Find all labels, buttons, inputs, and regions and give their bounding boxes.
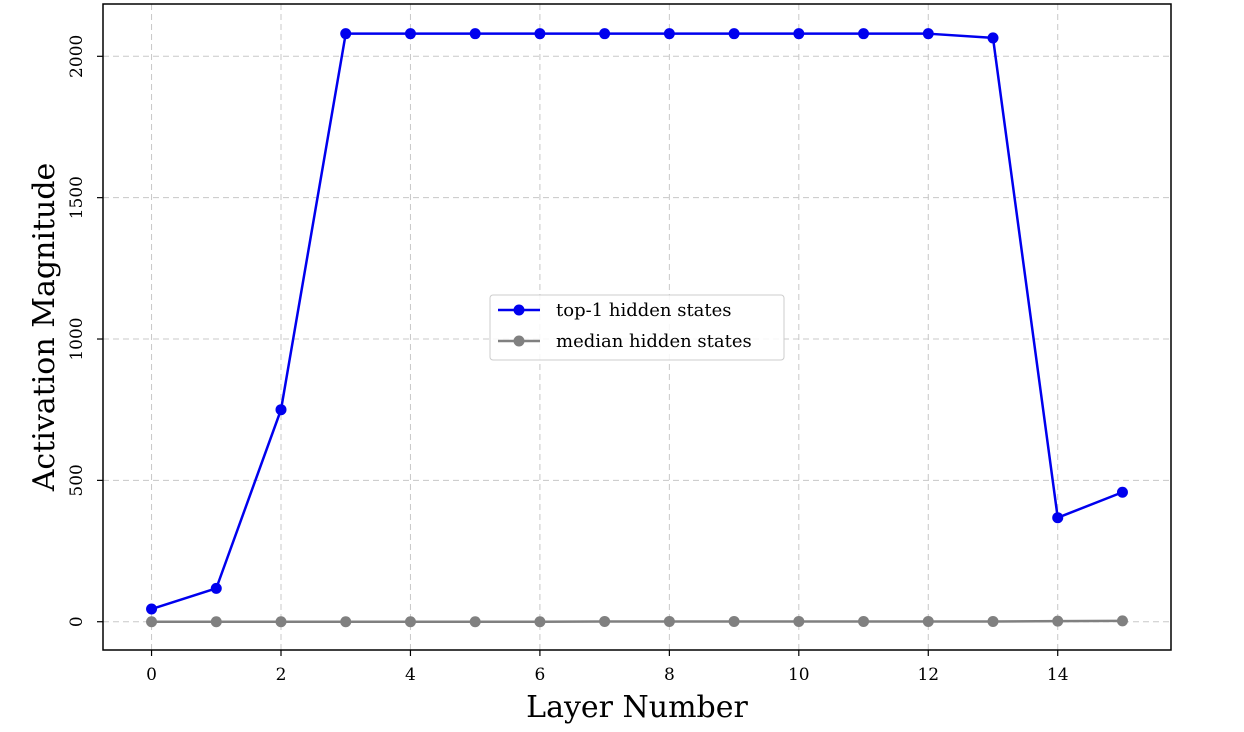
data-point-top1 (146, 603, 158, 615)
y-axis-title: Activation Magnitude (27, 163, 62, 493)
data-point-median (663, 615, 675, 627)
data-point-top1 (858, 28, 870, 40)
data-point-top1 (210, 582, 222, 594)
legend-label-top1: top-1 hidden states (556, 300, 732, 321)
x-axis-title: Layer Number (526, 690, 748, 725)
data-point-median (275, 616, 287, 628)
series-median (146, 615, 1128, 628)
data-point-median (728, 615, 740, 627)
data-point-top1 (340, 28, 352, 40)
y-tick-label: 2000 (67, 35, 87, 78)
data-point-median (599, 615, 611, 627)
data-point-median (210, 616, 222, 628)
data-point-median (858, 615, 870, 627)
y-tick-label: 1000 (67, 317, 87, 360)
data-point-median (534, 616, 546, 628)
plot-frame (102, 3, 1172, 651)
data-point-top1 (987, 32, 999, 44)
y-tick-label: 0 (67, 616, 87, 627)
data-point-median (1052, 615, 1064, 627)
x-tick-label: 6 (534, 665, 545, 685)
legend-label-median: median hidden states (556, 331, 752, 352)
series-top1 (146, 28, 1128, 615)
data-point-top1 (275, 404, 287, 416)
data-point-top1 (404, 28, 416, 40)
x-tick-label: 12 (917, 665, 939, 685)
y-tick-label: 500 (67, 464, 87, 496)
x-axis: 0 2 4 6 8 10 12 14 (146, 650, 1069, 685)
data-point-top1 (793, 28, 805, 40)
data-point-median (404, 616, 416, 628)
data-point-top1 (1052, 512, 1064, 524)
data-point-top1 (922, 28, 934, 40)
series-layer (146, 28, 1128, 628)
series-line-top1 (151, 32, 1123, 611)
x-tick-label: 4 (405, 665, 416, 685)
data-point-top1 (663, 28, 675, 40)
series-line-median (151, 619, 1123, 623)
y-tick-label: 1500 (67, 176, 87, 219)
legend: top-1 hidden states median hidden states (489, 294, 785, 361)
data-point-median (987, 615, 999, 627)
legend-marker-top1 (513, 304, 525, 316)
data-point-median (469, 616, 481, 628)
data-point-median (1116, 615, 1128, 627)
data-point-top1 (599, 28, 611, 40)
data-point-median (922, 615, 934, 627)
x-tick-label: 8 (664, 665, 675, 685)
x-tick-label: 2 (276, 665, 287, 685)
data-point-median (146, 616, 158, 628)
legend-marker-median (513, 335, 525, 347)
data-point-top1 (469, 28, 481, 40)
data-point-top1 (534, 28, 546, 40)
data-point-top1 (728, 28, 740, 40)
x-tick-label: 0 (146, 665, 157, 685)
data-point-median (340, 616, 352, 628)
legend-box (489, 294, 785, 361)
data-point-median (793, 615, 805, 627)
y-axis: 0 500 1000 1500 2000 (67, 35, 103, 627)
x-tick-label: 14 (1047, 665, 1069, 685)
data-point-top1 (1116, 486, 1128, 498)
x-tick-label: 10 (788, 665, 810, 685)
